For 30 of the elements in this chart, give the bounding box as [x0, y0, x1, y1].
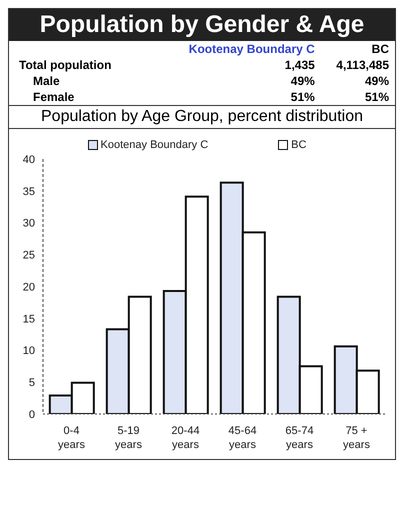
text: 49% — [364, 73, 390, 89]
y-tick-label: 20 — [22, 281, 35, 294]
x-tick-label: 75 + years — [343, 425, 370, 451]
text: Female — [32, 89, 76, 106]
text: 51% — [364, 89, 390, 106]
y-tick-label: 5 — [28, 377, 35, 390]
text: 51% — [290, 89, 316, 106]
x-tick-label: 20-44 years — [171, 425, 200, 451]
legend-label: Kootenay Boundary C — [100, 139, 208, 151]
y-tick-label: 10 — [22, 345, 35, 358]
y-tick-label: 15 — [22, 313, 35, 326]
y-tick-label: 0 — [28, 408, 35, 421]
x-tick-label: 65-74 years — [285, 425, 314, 451]
y-tick-label: 30 — [22, 218, 35, 230]
text: 49% — [290, 73, 316, 89]
text: 1,435 — [284, 57, 316, 73]
text: Male — [32, 73, 61, 89]
text: Total population — [18, 57, 112, 73]
x-tick-label: 45-64 years — [228, 425, 257, 451]
x-tick-label: 5-19 years — [115, 425, 142, 451]
legend-label: BC — [291, 139, 306, 151]
text: Kootenay Boundary C — [188, 41, 316, 57]
y-tick-label: 35 — [22, 186, 35, 198]
text: 4,113,485 — [335, 57, 390, 73]
x-tick-label: 0-4 years — [58, 425, 86, 451]
text: BC — [370, 41, 390, 57]
y-tick-label: 25 — [22, 250, 35, 262]
chart-title: Population by Gender & Age — [9, 9, 395, 41]
chart-subtitle: Population by Age Group, percent distribution — [9, 106, 395, 129]
y-tick-label: 40 — [22, 154, 35, 166]
